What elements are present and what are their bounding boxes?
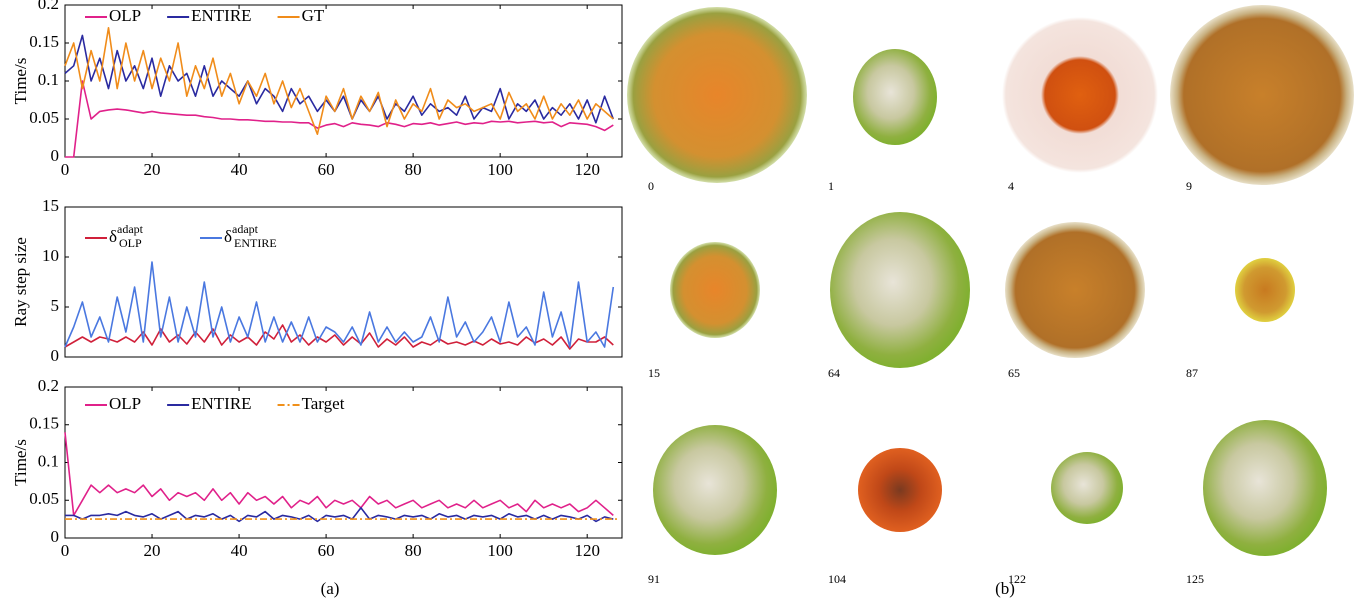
y-tick-label: 0.2 <box>38 376 59 395</box>
x-tick-label: 0 <box>61 541 70 560</box>
y-tick-label: 0.05 <box>29 489 59 508</box>
image-label: 64 <box>828 366 840 380</box>
image-label: 91 <box>648 572 660 586</box>
legend-superscript: adapt <box>232 222 259 236</box>
x-tick-label: 40 <box>231 160 248 179</box>
x-tick-label: 20 <box>144 160 161 179</box>
data-line <box>65 507 614 523</box>
volume-rendering <box>1235 258 1295 322</box>
image-label: 1 <box>828 179 834 193</box>
plot-frame <box>64 206 623 358</box>
x-tick-label: 80 <box>405 160 422 179</box>
x-tick-label: 100 <box>487 160 513 179</box>
data-line <box>64 27 614 135</box>
legend-name: ENTIRE <box>191 6 251 25</box>
y-tick-label: 0.1 <box>38 451 59 470</box>
x-tick-label: 60 <box>318 541 335 560</box>
panel-caption: (a) <box>321 579 340 598</box>
panel-caption: (b) <box>995 579 1015 598</box>
data-line <box>65 80 614 158</box>
volume-rendering <box>858 448 942 532</box>
y-tick-label: 0.15 <box>29 32 59 51</box>
legend-superscript: adapt <box>117 222 144 236</box>
legend-label: Target <box>302 394 345 413</box>
y-tick-label: 0.05 <box>29 108 59 127</box>
y-axis-label: Time/s <box>11 58 30 105</box>
x-tick-label: 80 <box>405 541 422 560</box>
legend-name: δ <box>109 227 117 246</box>
y-tick-label: 0 <box>51 346 60 365</box>
x-tick-label: 100 <box>487 541 513 560</box>
y-tick-label: 10 <box>42 246 59 265</box>
legend-name: OLP <box>109 394 141 413</box>
image-label: 122 <box>1008 572 1026 586</box>
image-label: 15 <box>648 366 660 380</box>
volume-rendering <box>1051 452 1123 524</box>
x-tick-label: 120 <box>574 160 600 179</box>
legend-name: δ <box>224 227 232 246</box>
volume-rendering <box>1005 222 1145 358</box>
legend-subscript: ENTIRE <box>234 236 277 250</box>
data-line <box>64 261 615 348</box>
legend-name: Target <box>302 394 345 413</box>
legend-label: OLP <box>109 394 141 413</box>
legend-label: δadapt OLP <box>109 222 144 250</box>
data-line <box>64 34 615 124</box>
legend-label: δadapt ENTIRE <box>224 222 277 250</box>
volume-rendering <box>1203 420 1327 556</box>
legend-name: OLP <box>109 6 141 25</box>
y-tick-label: 0.1 <box>38 70 59 89</box>
volume-rendering <box>830 212 970 368</box>
y-tick-label: 5 <box>51 296 60 315</box>
legend-name: GT <box>302 6 325 25</box>
y-tick-label: 0.15 <box>29 414 59 433</box>
y-axis-label: Ray step size <box>11 237 30 327</box>
image-label: 104 <box>828 572 846 586</box>
image-label: 65 <box>1008 366 1020 380</box>
x-tick-label: 0 <box>61 160 70 179</box>
x-tick-label: 120 <box>574 541 600 560</box>
x-tick-label: 20 <box>144 541 161 560</box>
y-axis-label: Time/s <box>11 439 30 486</box>
y-tick-label: 0 <box>51 146 60 165</box>
legend-subscript: OLP <box>119 236 142 250</box>
volume-rendering <box>653 425 777 555</box>
x-tick-label: 60 <box>318 160 335 179</box>
image-label: 4 <box>1008 179 1014 193</box>
volume-rendering <box>853 49 937 145</box>
x-tick-label: 40 <box>231 541 248 560</box>
volume-rendering <box>1002 17 1158 173</box>
legend-label: ENTIRE <box>191 394 251 413</box>
y-tick-label: 0.2 <box>38 0 59 13</box>
volume-rendering <box>1170 5 1354 185</box>
data-line <box>64 432 614 517</box>
image-label: 87 <box>1186 366 1198 380</box>
plot-frame <box>64 4 623 158</box>
y-tick-label: 0 <box>51 527 60 546</box>
legend-label: GT <box>302 6 325 25</box>
y-tick-label: 15 <box>42 196 59 215</box>
legend-name: ENTIRE <box>191 394 251 413</box>
volume-rendering <box>670 242 760 338</box>
legend-label: OLP <box>109 6 141 25</box>
volume-rendering <box>627 7 807 183</box>
data-line <box>64 324 614 350</box>
image-label: 125 <box>1186 572 1204 586</box>
image-label: 9 <box>1186 179 1192 193</box>
image-label: 0 <box>648 179 654 193</box>
legend-label: ENTIRE <box>191 6 251 25</box>
